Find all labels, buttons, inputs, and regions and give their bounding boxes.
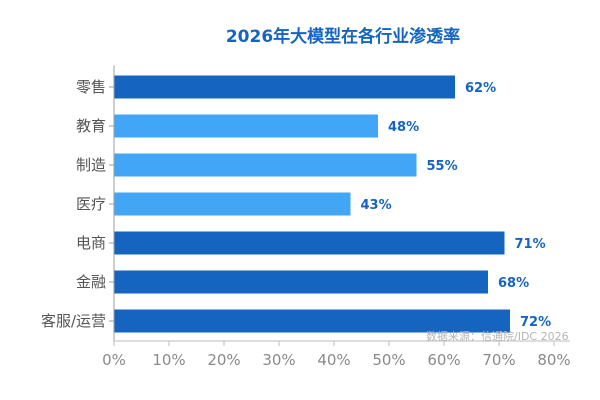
value-label: 71%	[515, 237, 546, 252]
chart-title: 2026年大模型在各行业渗透率	[225, 27, 461, 47]
value-label: 72%	[520, 315, 551, 330]
category-label: 零售	[76, 78, 106, 96]
x-axis: 0% 10% 20% 30% 40% 50% 60% 70% 80%	[102, 340, 571, 369]
bar	[114, 231, 505, 255]
category-label: 金融	[76, 273, 106, 291]
x-tick-label: 70%	[482, 351, 515, 369]
source-note: 数据来源：信通院/IDC 2026	[426, 329, 569, 343]
value-label: 43%	[361, 198, 392, 213]
x-tick-label: 0%	[102, 351, 126, 369]
bars-group	[114, 75, 510, 333]
category-label: 制造	[76, 156, 106, 174]
x-tick-label: 10%	[152, 351, 185, 369]
bar	[114, 75, 455, 99]
x-tick-label: 40%	[317, 351, 350, 369]
value-label: 55%	[427, 159, 458, 174]
x-tick-label: 60%	[427, 351, 460, 369]
bar	[114, 153, 417, 177]
x-tick-label: 50%	[372, 351, 405, 369]
category-label: 教育	[76, 117, 106, 135]
bar	[114, 309, 510, 333]
bar	[114, 270, 488, 294]
x-tick-label: 30%	[262, 351, 295, 369]
x-tick-label: 20%	[207, 351, 240, 369]
value-label: 48%	[388, 120, 419, 135]
y-axis	[109, 65, 115, 341]
value-label: 68%	[498, 276, 529, 291]
category-label: 医疗	[76, 195, 106, 213]
bar	[114, 192, 351, 216]
value-labels-group: 62% 48% 55% 43% 71% 68% 72%	[361, 81, 552, 330]
value-label: 62%	[465, 81, 496, 96]
bar	[114, 114, 378, 138]
category-label: 客服/运营	[41, 312, 106, 330]
x-tick-label: 80%	[537, 351, 570, 369]
category-label: 电商	[76, 234, 106, 252]
